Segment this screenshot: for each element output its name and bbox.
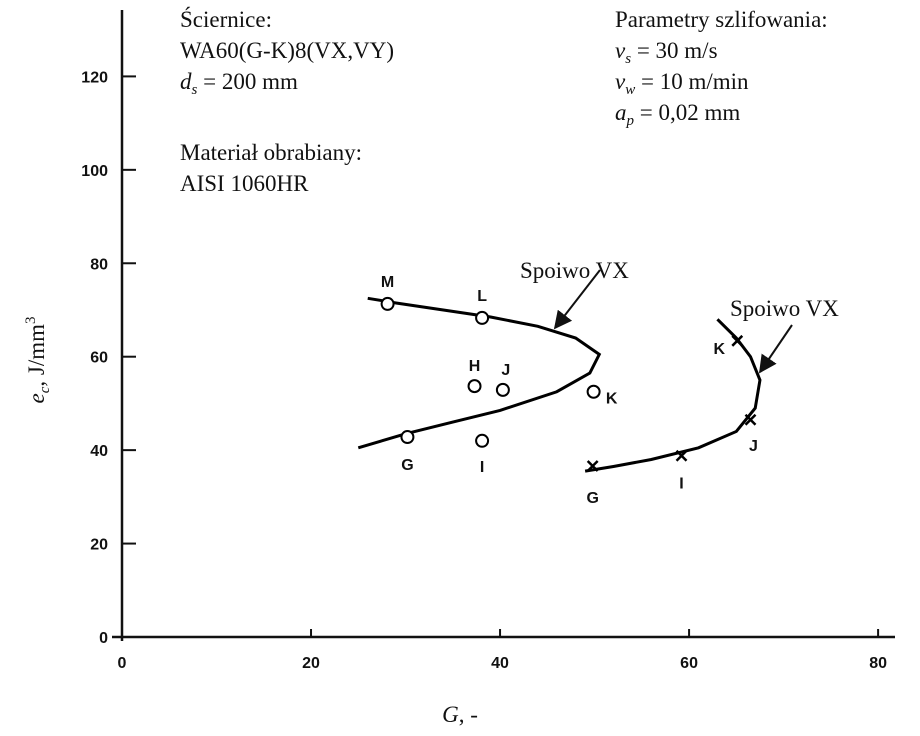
point [475, 433, 490, 448]
curve [584, 318, 762, 473]
y-tick-label: 40 [90, 443, 108, 460]
text-segment: = 200 mm [197, 69, 298, 94]
arrow [758, 324, 793, 374]
annotation: ds = 200 mm [180, 69, 298, 98]
text-segment: e [24, 393, 49, 403]
x-tick-label: 20 [302, 655, 320, 672]
text-segment: c [37, 386, 53, 393]
annotation: AISI 1060HR [180, 171, 309, 196]
point [586, 384, 601, 399]
point-label: G [401, 457, 413, 474]
arrow [553, 269, 601, 330]
annotation: vw = 10 m/min [615, 69, 749, 98]
x-axis-label: G, - [442, 702, 478, 727]
point [400, 430, 415, 445]
series-label: Spoiwo VX [730, 296, 839, 321]
text-segment: w [625, 82, 635, 98]
text-segment: = 10 m/min [635, 69, 749, 94]
annotation: WA60(G-K)8(VX,VY) [180, 38, 394, 63]
point-label: K [606, 391, 618, 408]
point [744, 413, 757, 426]
text-segment: G [442, 702, 459, 727]
x-tick-label: 0 [118, 655, 127, 672]
text-segment: d [180, 69, 192, 94]
text-segment: Materiał obrabiany: [180, 140, 362, 165]
text-segment: 3 [23, 316, 39, 324]
y-tick-label: 0 [99, 630, 108, 647]
point [467, 379, 482, 394]
point-label: K [713, 341, 725, 358]
text-segment: s [192, 82, 198, 98]
y-tick-label: 100 [81, 163, 108, 180]
text-segment: v [615, 38, 626, 63]
point [731, 334, 744, 347]
text-segment: WA60(G-K)8(VX,VY) [180, 38, 394, 63]
point-label: I [679, 476, 683, 493]
point [380, 296, 395, 311]
point-label: H [469, 358, 481, 375]
text-segment: = 30 m/s [631, 38, 718, 63]
point [475, 310, 490, 325]
x-tick-label: 80 [869, 655, 887, 672]
text-segment: AISI 1060HR [180, 171, 309, 196]
text-segment: Ściernice: [180, 6, 272, 32]
point [495, 382, 510, 397]
point [675, 449, 688, 462]
x-tick-label: 40 [491, 655, 509, 672]
y-tick-label: 120 [81, 69, 108, 86]
annotation: Parametry szlifowania: [615, 7, 828, 32]
annotation: Ściernice: [180, 6, 272, 32]
text-segment: v [615, 69, 626, 94]
text-segment: s [625, 51, 631, 67]
text-segment: , J/mm [24, 324, 49, 387]
text-segment: , - [459, 702, 478, 727]
text-segment: Parametry szlifowania: [615, 7, 828, 32]
series-label: Spoiwo VX [520, 258, 629, 283]
text-segment: p [626, 113, 635, 129]
y-axis-label: ec, J/mm3 [23, 316, 53, 403]
y-tick-label: 60 [90, 350, 108, 367]
y-tick-label: 80 [90, 256, 108, 273]
point-label: J [501, 362, 510, 379]
annotation: vs = 30 m/s [615, 38, 718, 67]
annotation: Materiał obrabiany: [180, 140, 362, 165]
text-segment: = 0,02 mm [634, 100, 740, 125]
point-label: J [749, 438, 758, 455]
point-label: L [477, 288, 487, 305]
point-label: M [381, 274, 394, 291]
point [586, 460, 599, 472]
curve [357, 296, 602, 450]
annotation: ap = 0,02 mm [615, 100, 740, 129]
x-tick-label: 60 [680, 655, 698, 672]
point-label: G [586, 490, 598, 507]
y-tick-label: 20 [90, 537, 108, 554]
text-segment: a [615, 100, 627, 125]
point-label: I [480, 459, 484, 476]
